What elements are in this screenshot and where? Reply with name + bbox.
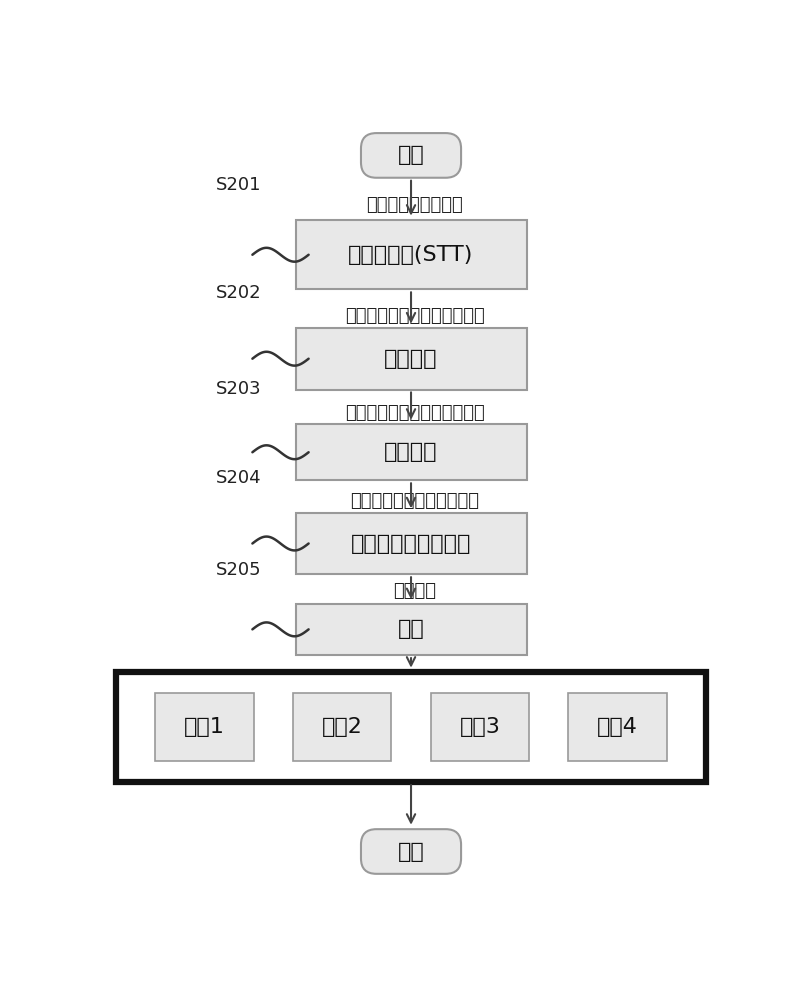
Text: S202: S202 bbox=[217, 284, 261, 302]
Text: S205: S205 bbox=[217, 561, 261, 579]
Text: 问题描述及问题所属技能组: 问题描述及问题所属技能组 bbox=[350, 492, 480, 510]
Text: 决策结果: 决策结果 bbox=[393, 582, 436, 600]
Text: 分流: 分流 bbox=[398, 619, 424, 639]
Text: 公司1: 公司1 bbox=[184, 717, 225, 737]
Bar bbox=[156, 693, 253, 761]
Bar bbox=[295, 604, 527, 655]
Text: S201: S201 bbox=[217, 176, 261, 194]
FancyBboxPatch shape bbox=[361, 829, 461, 874]
Text: 用户问题的语音描述: 用户问题的语音描述 bbox=[367, 196, 464, 214]
Text: 文本纠错: 文本纠错 bbox=[384, 349, 438, 369]
Text: 问题识别: 问题识别 bbox=[384, 442, 438, 462]
Bar bbox=[295, 328, 527, 389]
Text: 问题描述的文本表示（粗糙）: 问题描述的文本表示（粗糙） bbox=[345, 307, 484, 325]
Bar bbox=[569, 693, 666, 761]
Text: 语音转文本(STT): 语音转文本(STT) bbox=[348, 245, 474, 265]
Text: 开始: 开始 bbox=[398, 145, 424, 165]
Text: S203: S203 bbox=[217, 380, 261, 398]
Text: 公司2: 公司2 bbox=[322, 717, 363, 737]
Text: 热线智能化分流决策: 热线智能化分流决策 bbox=[350, 534, 472, 554]
Text: 问题描述的文本表示（精确）: 问题描述的文本表示（精确） bbox=[345, 404, 484, 422]
Bar bbox=[431, 693, 529, 761]
Text: 公司4: 公司4 bbox=[597, 717, 638, 737]
FancyBboxPatch shape bbox=[361, 133, 461, 178]
Bar bbox=[293, 693, 391, 761]
Text: 结束: 结束 bbox=[398, 842, 424, 861]
Bar bbox=[295, 424, 527, 480]
Bar bbox=[116, 672, 706, 782]
Bar bbox=[295, 220, 527, 289]
Text: S204: S204 bbox=[217, 469, 261, 487]
Text: 公司3: 公司3 bbox=[460, 717, 500, 737]
Bar bbox=[295, 513, 527, 574]
